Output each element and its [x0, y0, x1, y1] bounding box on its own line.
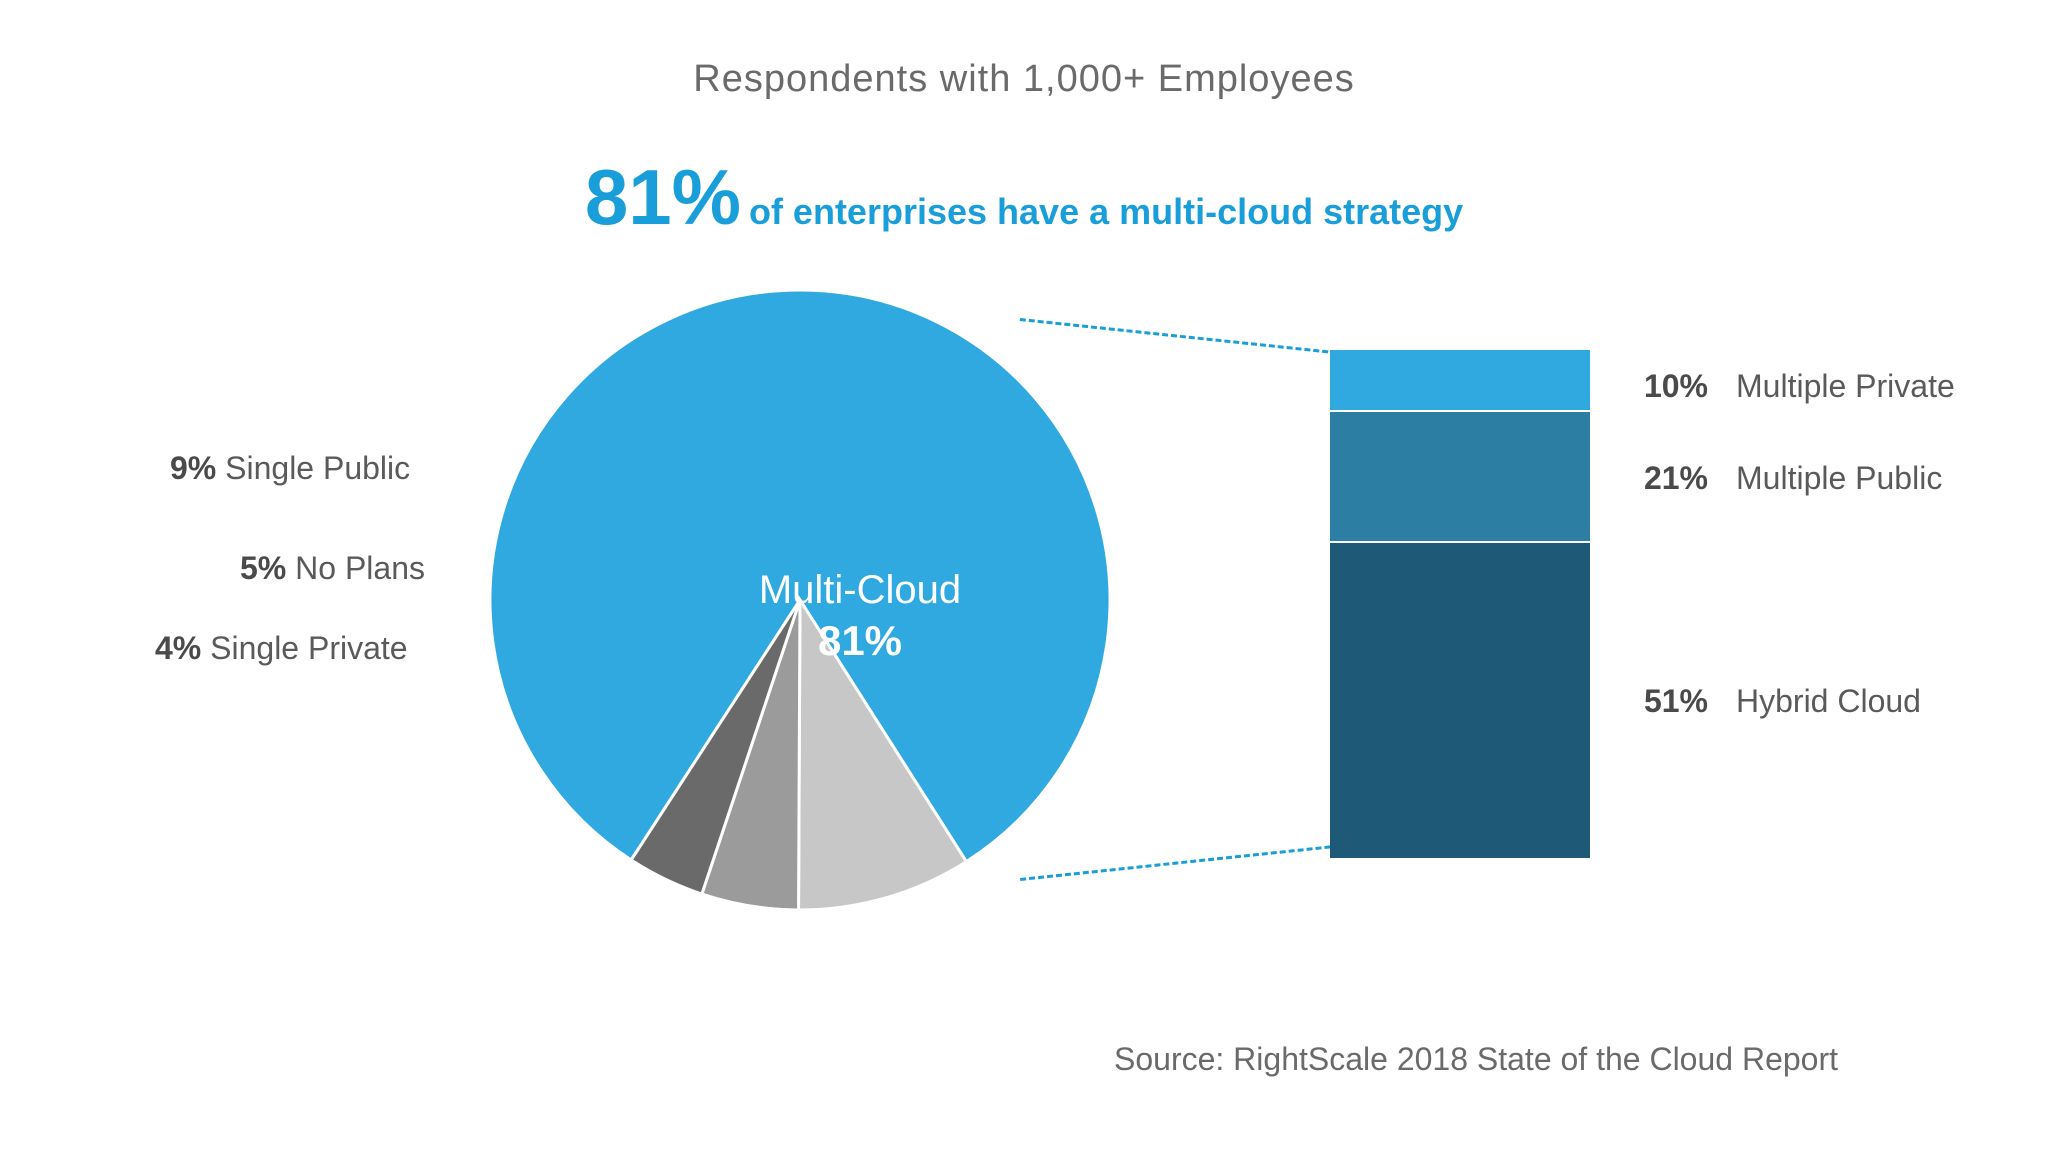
pie-slice-label: 9% Single Public [170, 450, 410, 487]
pie-slice-label: 4% Single Private [155, 630, 408, 667]
bar-segment [1330, 412, 1590, 543]
headline-text: of enterprises have a multi-cloud strate… [749, 191, 1463, 232]
headline-percent: 81% [585, 153, 741, 241]
bar-segment-label: 21%Multiple Public [1630, 460, 1942, 497]
breakdown-bar: 10%Multiple Private21%Multiple Public51%… [1330, 350, 1590, 860]
bar-segment-label: 51%Hybrid Cloud [1630, 683, 1921, 720]
headline: 81%of enterprises have a multi-cloud str… [0, 152, 2048, 243]
bar-segment [1330, 543, 1590, 860]
pie-center-percent: 81% [818, 617, 902, 664]
pie-slice-label: 5% No Plans [240, 550, 425, 587]
pie-center-name: Multi-Cloud [759, 568, 961, 612]
pie-center-label: Multi-Cloud 81% [680, 565, 1040, 668]
bar-segment-label: 10%Multiple Private [1630, 368, 1955, 405]
source-text: Source: RightScale 2018 State of the Clo… [1114, 1041, 1838, 1078]
bar-segment [1330, 350, 1590, 412]
subtitle: Respondents with 1,000+ Employees [0, 58, 2048, 101]
